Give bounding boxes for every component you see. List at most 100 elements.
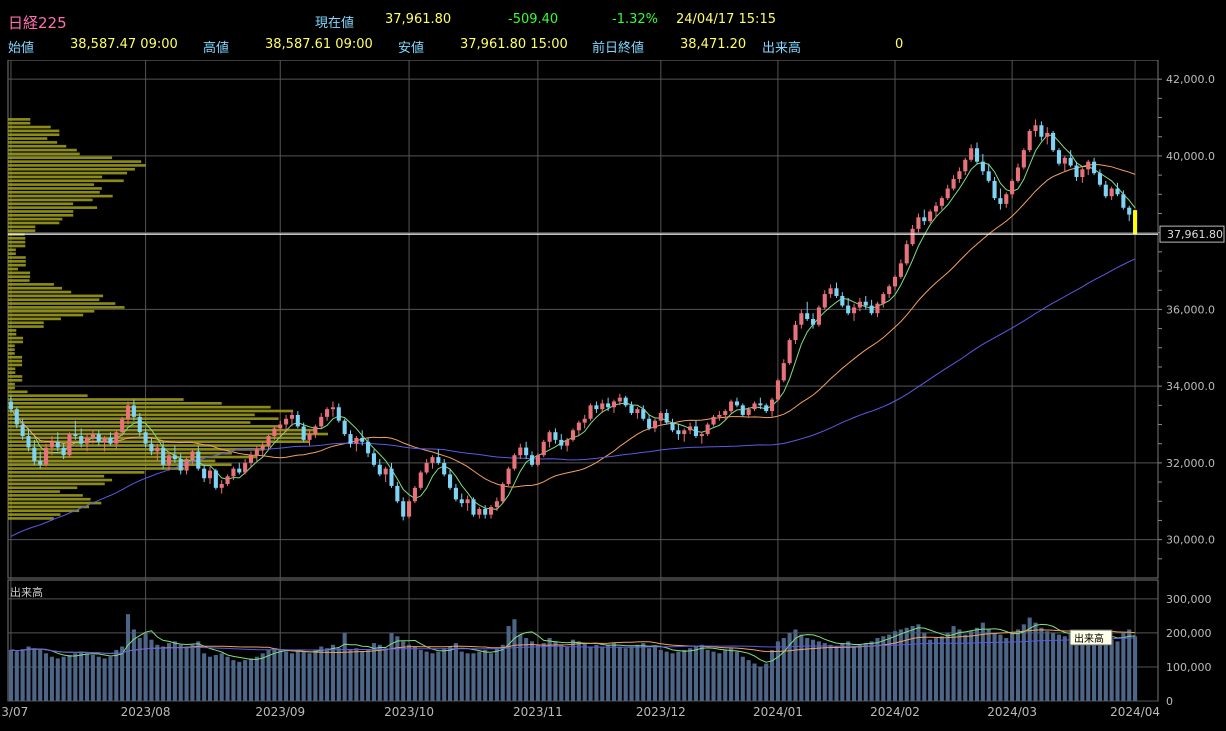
volume-profile-bar	[8, 329, 17, 332]
volume-bar	[248, 658, 254, 701]
volume-profile-bar	[8, 321, 44, 325]
volume-bar	[407, 644, 412, 701]
current-price-tag: 37,961.80	[1159, 225, 1225, 243]
volume-profile-bar	[8, 290, 72, 294]
volume-profile-bar	[8, 286, 63, 290]
candle-body	[541, 441, 546, 456]
volume-ma-long	[10, 637, 1136, 654]
volume-tick-label: 0	[1166, 695, 1173, 708]
candle-body	[301, 426, 306, 440]
candle-body	[84, 437, 90, 444]
price-change-value: -509.40	[508, 12, 559, 27]
volume-profile-bar	[8, 340, 24, 344]
volume-bar	[775, 641, 780, 701]
volume-bar	[143, 632, 148, 701]
volume-bar	[594, 644, 599, 701]
candle-body	[383, 468, 388, 475]
ma-mid-line	[10, 163, 1136, 488]
candle-body	[623, 397, 628, 406]
candle-body	[816, 307, 821, 325]
candlesticks	[8, 119, 1158, 521]
volume-profile-bar	[8, 210, 74, 213]
candle-body	[137, 416, 142, 433]
candle-body	[951, 178, 956, 189]
candle-body	[342, 420, 347, 435]
candle-body	[114, 432, 119, 444]
candle-body	[436, 457, 441, 463]
volume-bar	[547, 637, 552, 701]
date-tick-label: 2023/10	[384, 705, 434, 719]
volume-profile-bar	[8, 244, 26, 248]
volume-profile-bar	[8, 275, 31, 279]
volume-profile-bar	[8, 198, 93, 202]
candle-body	[284, 418, 289, 425]
volume-profile-bar	[8, 118, 31, 121]
volume-bar	[770, 649, 775, 701]
volume-bar	[1115, 641, 1120, 701]
volume-profile-bar	[8, 148, 77, 152]
candle-body	[325, 409, 330, 417]
volume-bar	[787, 632, 792, 701]
candle-body	[670, 422, 675, 431]
candle-body	[1121, 194, 1126, 208]
volume-profile-bar	[8, 490, 60, 493]
volume-bar	[746, 660, 751, 701]
volume-bar	[336, 648, 341, 701]
low-label: 安値	[398, 41, 425, 56]
volume-profile-bar	[8, 137, 48, 140]
volume-bar	[1033, 622, 1038, 701]
volume-profile-bar	[8, 386, 15, 390]
candle-body	[488, 507, 494, 515]
candle-body	[922, 217, 927, 222]
chart-grid	[7, 60, 1162, 702]
volume-ma-mid	[10, 629, 1136, 654]
volume-bar	[319, 646, 324, 701]
current-price-tag-text: 37,961.80	[1167, 228, 1223, 241]
candle-body	[96, 434, 101, 442]
volume-bar	[887, 634, 892, 701]
volume-bar	[869, 641, 874, 701]
volume-profile-bar	[8, 260, 26, 263]
open-value: 38,587.47 09:00	[70, 37, 178, 52]
candle-body	[172, 455, 177, 460]
volume-bar	[1010, 632, 1015, 701]
candle-body	[846, 305, 851, 314]
price-volume-chart[interactable]: 42,000.040,000.038,000.036,000.034,000.0…	[0, 60, 1226, 731]
volume-profile-bar	[8, 390, 28, 394]
candle-body	[1109, 188, 1114, 197]
volume-profile-bar	[8, 206, 98, 209]
volume-profile-bar	[8, 164, 146, 167]
candle-body	[366, 441, 371, 454]
volume-bar	[96, 656, 101, 701]
candle-body	[465, 499, 470, 504]
candle-body	[524, 447, 529, 456]
volume-profile-bar	[8, 267, 18, 271]
volume-bar	[576, 641, 581, 701]
candle-body	[787, 340, 792, 364]
volume-profile-bar	[8, 302, 116, 305]
candle-body	[131, 405, 136, 417]
volume-bar	[1051, 632, 1056, 701]
candle-body	[617, 397, 622, 402]
volume-profile-bar	[8, 125, 51, 129]
candle-body	[559, 439, 564, 446]
candle-body	[243, 462, 248, 473]
candle-body	[729, 401, 734, 412]
candle-body	[55, 441, 60, 448]
volume-profile-bar	[8, 436, 303, 440]
volume-bar	[693, 646, 699, 701]
candle-body	[881, 294, 886, 304]
candle-body	[723, 411, 728, 415]
volume-profile-bar	[8, 367, 16, 371]
volume-bar	[851, 646, 857, 701]
volume-bar	[61, 656, 66, 701]
candle-body	[969, 148, 974, 160]
candle-body	[664, 413, 669, 423]
candle-body	[1051, 132, 1056, 151]
volume-profile-bar	[8, 421, 251, 424]
volume-profile-bar	[8, 194, 113, 198]
volume-profile-bar	[8, 355, 23, 359]
candle-body	[688, 426, 693, 431]
candle-body	[125, 405, 131, 419]
volume-bar	[360, 651, 365, 701]
